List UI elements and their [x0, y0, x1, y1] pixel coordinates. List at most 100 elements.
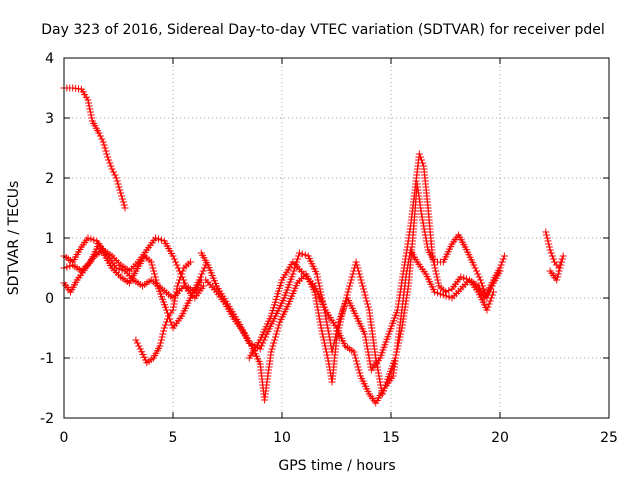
data-point — [463, 275, 471, 283]
data-point — [179, 267, 187, 275]
data-point — [486, 297, 494, 305]
data-point — [311, 291, 319, 299]
data-point — [318, 327, 326, 335]
data-point — [324, 357, 332, 365]
data-point — [175, 279, 182, 287]
data-point — [556, 264, 564, 272]
data-point — [558, 258, 566, 266]
data-point — [364, 348, 372, 356]
data-point — [85, 102, 93, 110]
data-point — [119, 198, 127, 206]
data-point — [321, 339, 328, 347]
data-point — [375, 372, 383, 380]
data-point — [298, 250, 306, 258]
data-point — [169, 252, 177, 260]
data-point — [272, 333, 279, 341]
data-point — [542, 228, 550, 236]
data-point — [484, 303, 492, 311]
data-point — [267, 348, 275, 356]
data-point — [323, 348, 330, 356]
data-point — [354, 264, 362, 272]
data-point — [96, 132, 104, 140]
data-point — [475, 273, 483, 281]
data-point — [498, 258, 506, 266]
data-point — [352, 258, 360, 266]
data-point — [321, 342, 329, 350]
data-point — [161, 321, 169, 329]
data-point — [269, 342, 277, 350]
data-point — [289, 270, 297, 278]
data-point — [273, 327, 281, 335]
data-point — [118, 192, 126, 200]
data-point — [499, 255, 507, 263]
data-point — [460, 274, 468, 282]
data-point — [275, 321, 283, 329]
data-point — [290, 267, 298, 275]
data-point — [84, 96, 92, 104]
data-point — [115, 265, 123, 273]
data-point — [418, 156, 425, 164]
data-point — [372, 354, 380, 362]
data-point — [419, 159, 427, 167]
x-tick-label: 0 — [60, 430, 69, 446]
data-point — [342, 297, 349, 305]
data-point — [295, 252, 302, 260]
data-point — [323, 321, 331, 329]
data-point — [445, 293, 453, 301]
data-point — [545, 243, 553, 251]
x-axis-label: GPS time / hours — [278, 458, 395, 474]
data-point — [152, 234, 160, 242]
x-tick-labels: 0 5 10 15 20 25 — [60, 430, 618, 446]
data-point — [418, 210, 425, 218]
data-point — [186, 258, 194, 266]
data-point — [355, 267, 363, 275]
data-point — [349, 270, 357, 278]
data-point — [115, 183, 123, 191]
data-point — [159, 330, 167, 338]
data-point — [419, 216, 427, 224]
data-point — [315, 279, 323, 287]
data-point — [87, 108, 94, 116]
data-point — [272, 330, 280, 338]
data-point — [431, 288, 439, 296]
data-point — [544, 237, 552, 245]
data-point — [543, 231, 550, 239]
data-point — [314, 273, 321, 281]
data-point — [424, 243, 431, 251]
data-point — [116, 186, 124, 194]
data-point — [256, 345, 264, 353]
data-point — [95, 129, 103, 137]
data-point — [485, 300, 493, 308]
data-point — [155, 235, 162, 243]
data-point — [109, 168, 117, 176]
data-point — [258, 342, 265, 350]
data-point — [422, 237, 430, 245]
data-point — [181, 279, 189, 287]
axis-ticks — [63, 57, 610, 419]
data-point — [301, 251, 309, 259]
data-point — [346, 282, 354, 290]
data-point — [457, 273, 465, 281]
data-point — [319, 333, 327, 341]
data-point — [359, 282, 367, 290]
data-point — [338, 312, 346, 320]
data-point — [114, 180, 122, 188]
y-tick-label: -2 — [40, 411, 54, 427]
data-point — [195, 276, 203, 284]
data-point — [421, 231, 429, 239]
data-point — [445, 287, 453, 294]
data-point — [404, 258, 412, 266]
y-tick-label: 0 — [45, 291, 54, 307]
data-point — [555, 267, 563, 275]
data-point — [347, 276, 355, 284]
data-point — [295, 249, 303, 257]
data-point — [108, 165, 116, 173]
data-point — [545, 240, 553, 248]
data-point — [315, 309, 322, 317]
data-point — [173, 261, 181, 269]
data-point — [163, 306, 170, 314]
data-series — [60, 84, 567, 407]
data-point — [157, 336, 165, 344]
data-point — [85, 99, 93, 107]
